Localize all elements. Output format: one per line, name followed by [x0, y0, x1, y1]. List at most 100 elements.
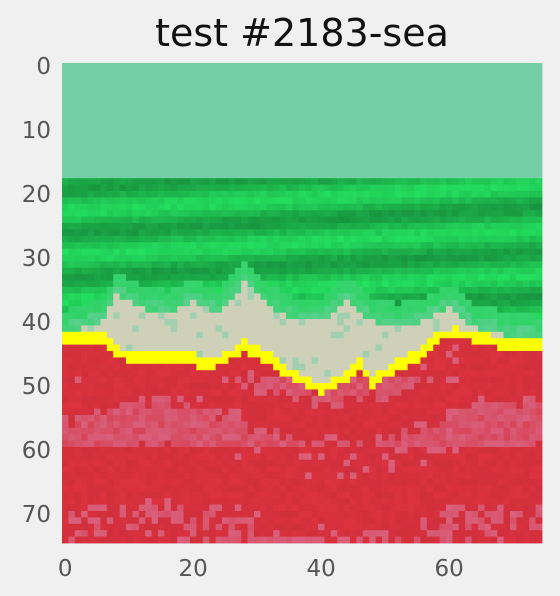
heatmap-cell: [81, 440, 88, 448]
heatmap-cell: [394, 255, 402, 262]
heatmap-cell: [362, 216, 370, 224]
heatmap-cell: [318, 421, 325, 429]
heatmap-cell: [465, 447, 472, 454]
heatmap-cell: [426, 427, 434, 435]
heatmap-cell: [132, 376, 140, 384]
heatmap-cell: [74, 472, 82, 480]
heatmap-cell: [164, 127, 172, 134]
heatmap-cell: [369, 280, 376, 288]
heatmap-cell: [305, 498, 312, 505]
heatmap-cell: [394, 88, 402, 96]
heatmap-cell: [324, 376, 332, 384]
heatmap-cell: [471, 299, 479, 307]
heatmap-cell: [158, 517, 165, 525]
heatmap-cell: [126, 88, 133, 96]
heatmap-cell: [337, 152, 344, 160]
heatmap-cell: [260, 191, 268, 198]
heatmap-cell: [247, 267, 255, 275]
heatmap-cell: [254, 389, 261, 397]
heatmap-cell: [106, 75, 114, 83]
heatmap-cell: [273, 235, 280, 243]
heatmap-cell: [196, 440, 204, 448]
heatmap-cell: [254, 511, 261, 518]
heatmap-cell: [471, 63, 479, 70]
heatmap-cell: [100, 171, 108, 179]
heatmap-cell: [74, 114, 82, 121]
heatmap-cell: [279, 383, 287, 390]
heatmap-cell: [113, 325, 120, 333]
heatmap-cell: [305, 197, 312, 205]
heatmap-cell: [433, 485, 440, 493]
heatmap-cell: [170, 395, 178, 403]
heatmap-cell: [196, 363, 204, 371]
heatmap-cell: [356, 178, 364, 185]
heatmap-cell: [68, 235, 76, 243]
heatmap-cell: [279, 255, 287, 262]
heatmap-cell: [209, 325, 216, 333]
heatmap-cell: [94, 325, 101, 333]
heatmap-cell: [305, 223, 312, 230]
heatmap-cell: [68, 312, 76, 320]
heatmap-cell: [158, 459, 165, 467]
heatmap-cell: [260, 312, 268, 320]
heatmap-cell: [100, 434, 108, 441]
heatmap-cell: [407, 383, 415, 390]
heatmap-cell: [170, 383, 178, 390]
heatmap-cell: [215, 274, 223, 281]
heatmap-cell: [266, 344, 274, 352]
heatmap-cell: [420, 203, 428, 211]
heatmap-cell: [279, 88, 287, 96]
heatmap-cell: [324, 408, 332, 416]
heatmap-cell: [375, 511, 383, 518]
heatmap-cell: [388, 287, 396, 294]
heatmap-cell: [388, 261, 396, 269]
heatmap-cell: [439, 376, 447, 384]
heatmap-cell: [74, 491, 82, 499]
heatmap-cell: [254, 280, 261, 288]
heatmap-cell: [100, 101, 108, 109]
heatmap-cell: [362, 191, 370, 198]
heatmap-cell: [106, 114, 114, 121]
heatmap-cell: [138, 485, 146, 493]
heatmap-cell: [247, 293, 255, 301]
heatmap-cell: [433, 165, 440, 173]
heatmap-cell: [164, 133, 172, 141]
heatmap-cell: [279, 274, 287, 281]
heatmap-cell: [100, 229, 108, 237]
heatmap-cell: [318, 331, 325, 339]
heatmap-cell: [202, 344, 210, 352]
heatmap-cell: [196, 523, 204, 531]
heatmap-cell: [362, 357, 370, 365]
heatmap-cell: [241, 459, 248, 467]
heatmap-cell: [273, 331, 280, 339]
heatmap-cell: [433, 383, 440, 390]
heatmap-cell: [446, 184, 453, 192]
heatmap-cell: [388, 434, 396, 441]
heatmap-cell: [113, 267, 120, 275]
heatmap-cell: [228, 191, 236, 198]
heatmap-cell: [132, 75, 140, 83]
heatmap-cell: [164, 63, 172, 70]
heatmap-cell: [132, 107, 140, 115]
heatmap-cell: [273, 191, 280, 198]
heatmap-cell: [183, 235, 191, 243]
heatmap-cell: [350, 363, 357, 371]
heatmap-cell: [439, 395, 447, 403]
heatmap-cell: [401, 88, 408, 96]
heatmap-cell: [311, 120, 319, 128]
heatmap-cell: [484, 95, 492, 102]
heatmap-cell: [420, 95, 428, 102]
heatmap-cell: [183, 178, 191, 185]
heatmap-cell: [74, 511, 82, 518]
heatmap-cell: [420, 223, 428, 230]
heatmap-cell: [94, 498, 101, 505]
heatmap-cell: [452, 357, 460, 365]
heatmap-cell: [202, 191, 210, 198]
heatmap-cell: [439, 293, 447, 301]
heatmap-cell: [138, 75, 146, 83]
heatmap-cell: [202, 152, 210, 160]
heatmap-cell: [234, 165, 242, 173]
heatmap-cell: [209, 280, 216, 288]
heatmap-cell: [215, 344, 223, 352]
heatmap-cell: [100, 504, 108, 512]
